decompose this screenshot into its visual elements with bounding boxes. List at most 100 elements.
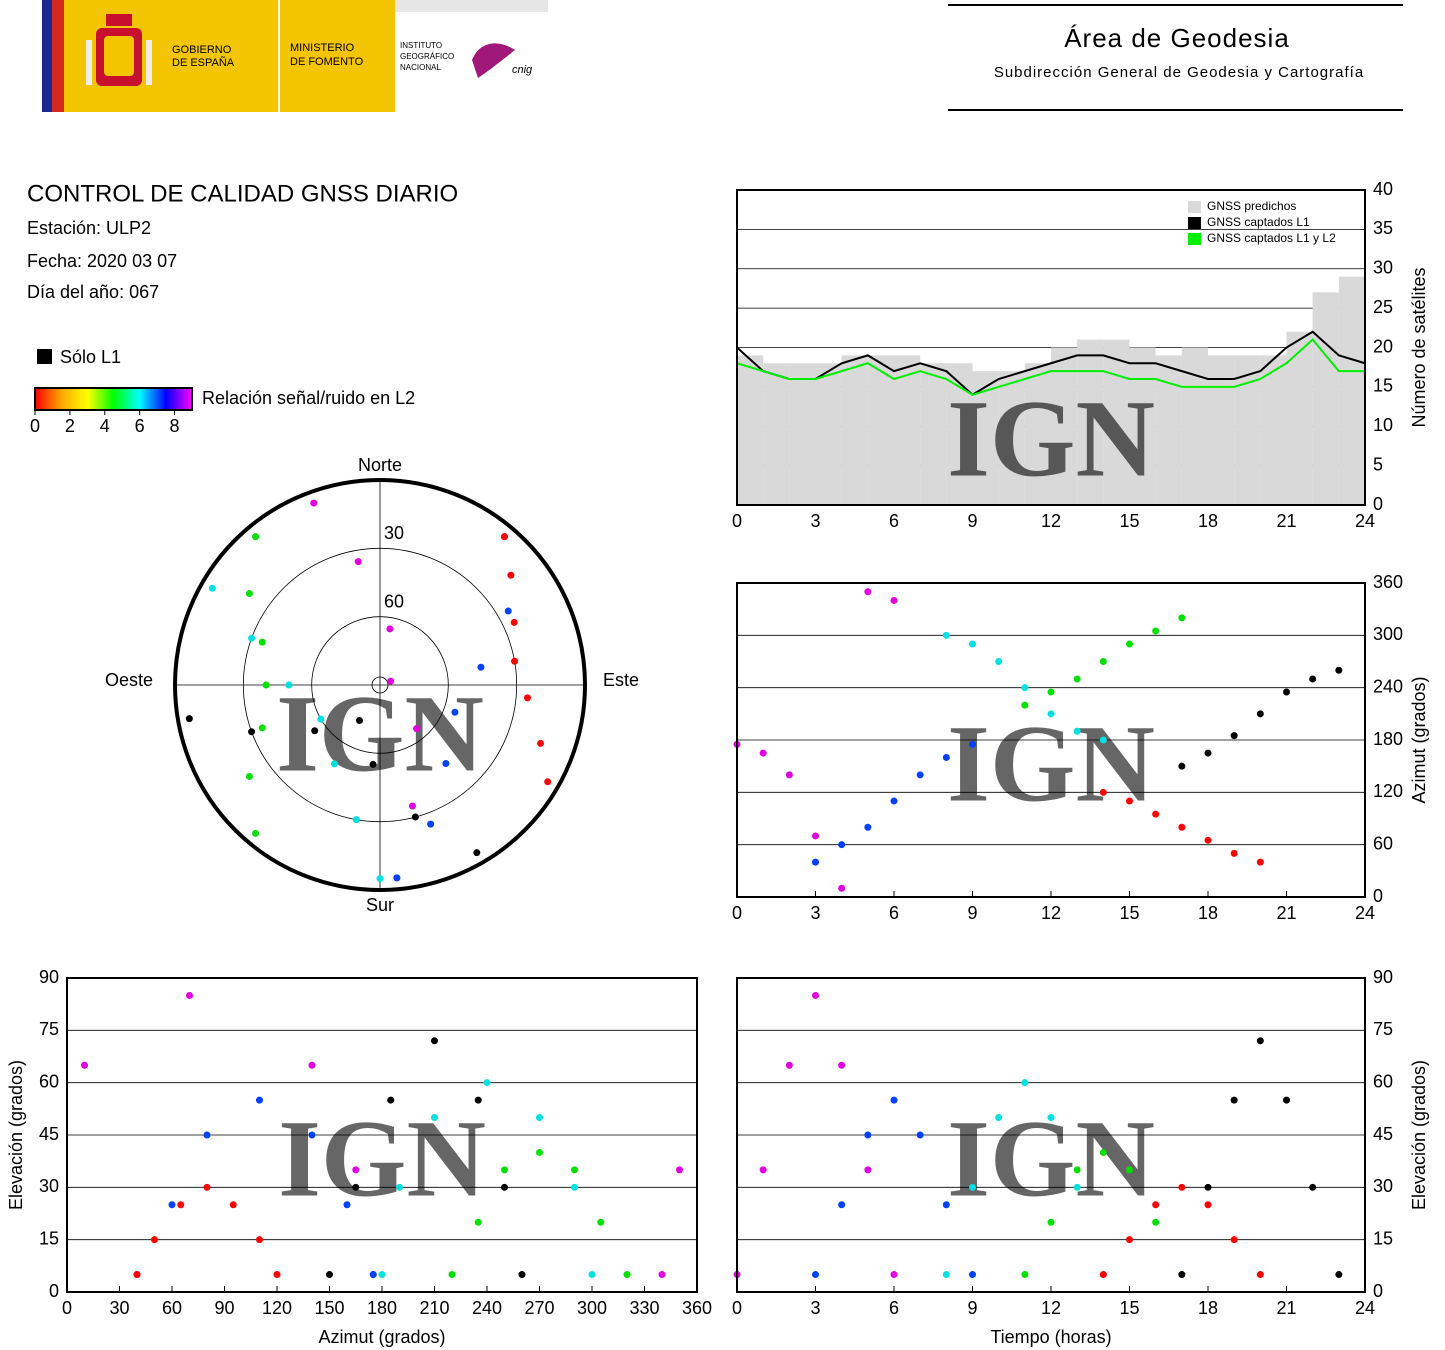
sky-point bbox=[330, 760, 338, 768]
predicted-bar bbox=[789, 363, 816, 505]
track-point bbox=[501, 1183, 508, 1191]
track-point bbox=[1178, 823, 1186, 831]
shield bbox=[86, 14, 152, 86]
track-point bbox=[1256, 710, 1264, 718]
y-tick-label: 60 bbox=[1373, 1071, 1393, 1091]
y-tick-label: 240 bbox=[1373, 676, 1403, 696]
x-axis-label: Tiempo (horas) bbox=[990, 1327, 1111, 1347]
sky-label: Norte bbox=[358, 455, 402, 475]
track-point bbox=[1152, 1201, 1160, 1209]
track-point bbox=[81, 1061, 88, 1069]
predicted-bar bbox=[737, 355, 764, 505]
x-tick-label: 9 bbox=[967, 1298, 977, 1318]
track-point bbox=[168, 1201, 176, 1209]
plot-frame bbox=[66, 977, 698, 1293]
sky-point bbox=[311, 727, 319, 735]
report-station: Estación: ULP2 bbox=[27, 218, 151, 238]
sky-point bbox=[504, 607, 512, 615]
x-tick-label: 150 bbox=[314, 1298, 344, 1318]
track-point bbox=[1099, 658, 1107, 665]
track-point bbox=[785, 771, 793, 779]
sky-label: Este bbox=[603, 670, 639, 690]
track-point bbox=[448, 1271, 456, 1279]
sky-point bbox=[523, 694, 531, 702]
predicted-bar bbox=[1103, 339, 1130, 505]
track-point bbox=[369, 1271, 377, 1279]
x-tick-label: 15 bbox=[1119, 511, 1139, 531]
predicted-bar bbox=[867, 355, 894, 505]
x-tick-label: 21 bbox=[1276, 511, 1296, 531]
x-tick-label: 24 bbox=[1355, 903, 1375, 923]
track-point bbox=[1073, 1183, 1081, 1191]
x-tick-label: 300 bbox=[577, 1298, 607, 1318]
track-point bbox=[916, 771, 924, 779]
track-point bbox=[308, 1131, 316, 1139]
institute-text: GEOGRÁFICO bbox=[400, 52, 454, 61]
track-point bbox=[864, 823, 872, 831]
track-point bbox=[942, 631, 950, 639]
track-point bbox=[396, 1183, 403, 1191]
track-point bbox=[890, 596, 898, 604]
predicted-bar bbox=[815, 363, 842, 505]
sky-label: Sur bbox=[366, 895, 394, 915]
x-tick-label: 18 bbox=[1198, 1298, 1218, 1318]
institute-text: INSTITUTO bbox=[400, 41, 442, 50]
sky-point bbox=[537, 739, 545, 747]
track-point bbox=[474, 1096, 482, 1104]
track-point bbox=[1204, 1201, 1212, 1209]
track-point bbox=[942, 1271, 950, 1279]
track-point bbox=[1126, 1236, 1133, 1244]
track-point bbox=[378, 1271, 386, 1279]
watermark: IGN bbox=[276, 672, 484, 794]
track-point bbox=[483, 1079, 491, 1087]
track-point bbox=[1152, 1218, 1160, 1226]
track-point bbox=[1099, 788, 1107, 796]
x-tick-label: 3 bbox=[810, 903, 820, 923]
track-point bbox=[812, 991, 819, 999]
predicted-bar bbox=[1077, 339, 1104, 505]
sky-zenith bbox=[371, 676, 389, 694]
track-point bbox=[1021, 1271, 1029, 1279]
report-doy: Día del año: 067 bbox=[27, 282, 159, 302]
watermark: IGN bbox=[947, 702, 1155, 824]
sky-point bbox=[354, 558, 362, 566]
y-tick-label: 30 bbox=[1373, 1176, 1393, 1196]
y-tick-label: 20 bbox=[1373, 336, 1393, 356]
track-point bbox=[969, 740, 976, 748]
gov-text: GOBIERNO bbox=[172, 44, 232, 56]
track-point bbox=[186, 991, 193, 999]
sky-point bbox=[376, 875, 384, 883]
track-point bbox=[177, 1201, 185, 1209]
sky-point bbox=[245, 772, 253, 780]
x-tick-label: 21 bbox=[1276, 903, 1296, 923]
track-point bbox=[759, 749, 767, 757]
x-tick-label: 60 bbox=[162, 1298, 182, 1318]
track-point bbox=[352, 1166, 360, 1174]
sky-point bbox=[317, 715, 325, 723]
x-tick-label: 270 bbox=[524, 1298, 554, 1318]
sky-ring-label: 30 bbox=[384, 523, 404, 543]
x-tick-label: 21 bbox=[1276, 1298, 1296, 1318]
x-tick-label: 15 bbox=[1119, 903, 1139, 923]
track-point bbox=[1335, 1271, 1343, 1279]
x-tick-label: 6 bbox=[889, 1298, 899, 1318]
track-point bbox=[1126, 797, 1133, 805]
predicted-bar bbox=[1312, 292, 1339, 505]
track-point bbox=[1073, 675, 1081, 683]
ign-band bbox=[395, 0, 548, 12]
plot-area bbox=[736, 276, 1366, 505]
x-tick-label: 24 bbox=[1355, 1298, 1375, 1318]
plot-frame bbox=[736, 977, 1366, 1293]
colorbar-tick-label: 0 bbox=[30, 416, 40, 436]
sky-point bbox=[185, 715, 193, 723]
track-point bbox=[1256, 858, 1264, 866]
track-point bbox=[1099, 1271, 1107, 1279]
x-tick-label: 0 bbox=[62, 1298, 72, 1318]
plot-frame bbox=[736, 189, 1366, 506]
track-point bbox=[133, 1271, 141, 1279]
track-point bbox=[838, 1061, 846, 1069]
track-point bbox=[969, 640, 976, 648]
track-point bbox=[864, 588, 872, 596]
track-point bbox=[571, 1183, 578, 1191]
